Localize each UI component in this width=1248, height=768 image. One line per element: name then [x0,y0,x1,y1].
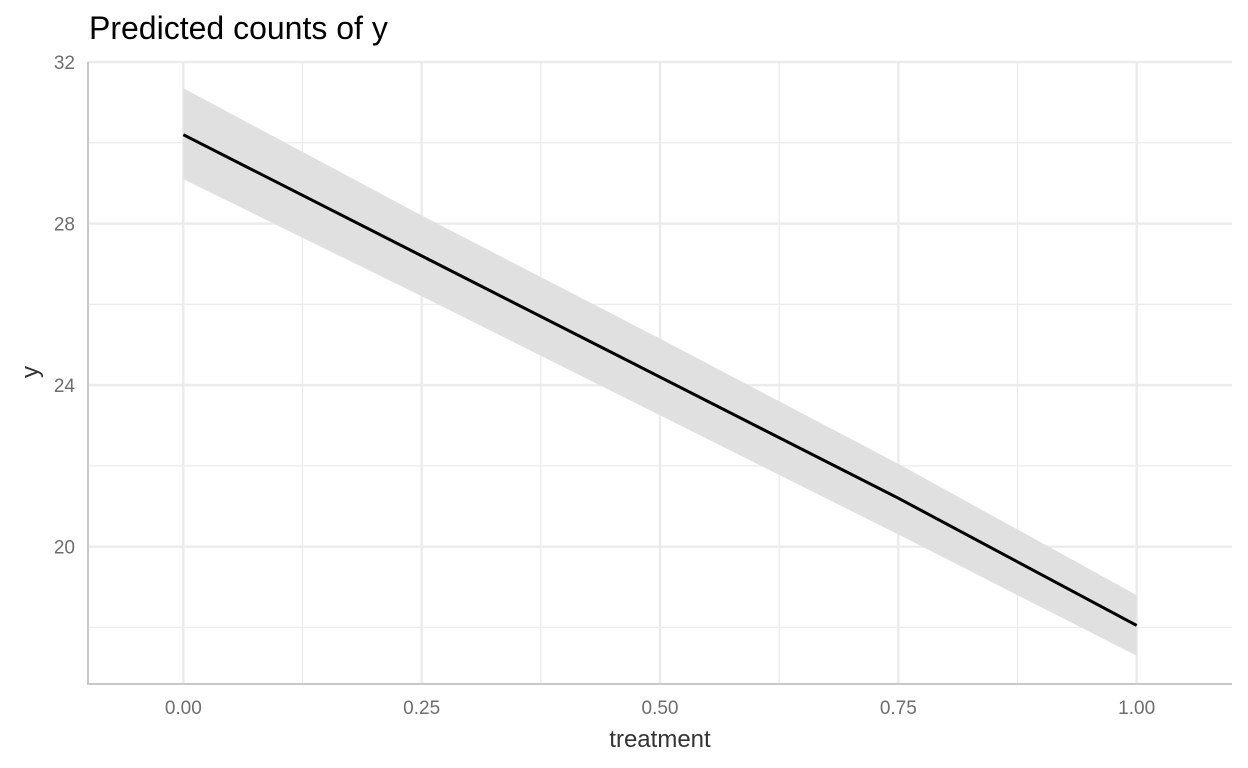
prediction-line-layer [182,133,1138,627]
x-tick-label: 0.50 [642,698,679,719]
y-tick-label: 32 [54,53,75,74]
y-axis-title: y [17,366,44,378]
chart-title: Predicted counts of y [89,10,388,46]
x-tick-label: 1.00 [1118,698,1155,719]
x-axis-title: treatment [609,726,711,753]
y-tick-label: 24 [54,376,76,397]
confidence-band-layer [183,88,1137,656]
y-tick-labels: 20 24 28 32 [54,53,76,559]
x-tick-label: 0.75 [880,698,917,719]
y-tick-label: 28 [54,215,75,236]
prediction-line [182,133,1138,627]
confidence-band [183,88,1137,656]
x-tick-label: 0.25 [403,698,440,719]
x-tick-labels: 0.00 0.25 0.50 0.75 1.00 [165,698,1155,719]
y-tick-label: 20 [54,538,75,559]
x-tick-label: 0.00 [165,698,202,719]
